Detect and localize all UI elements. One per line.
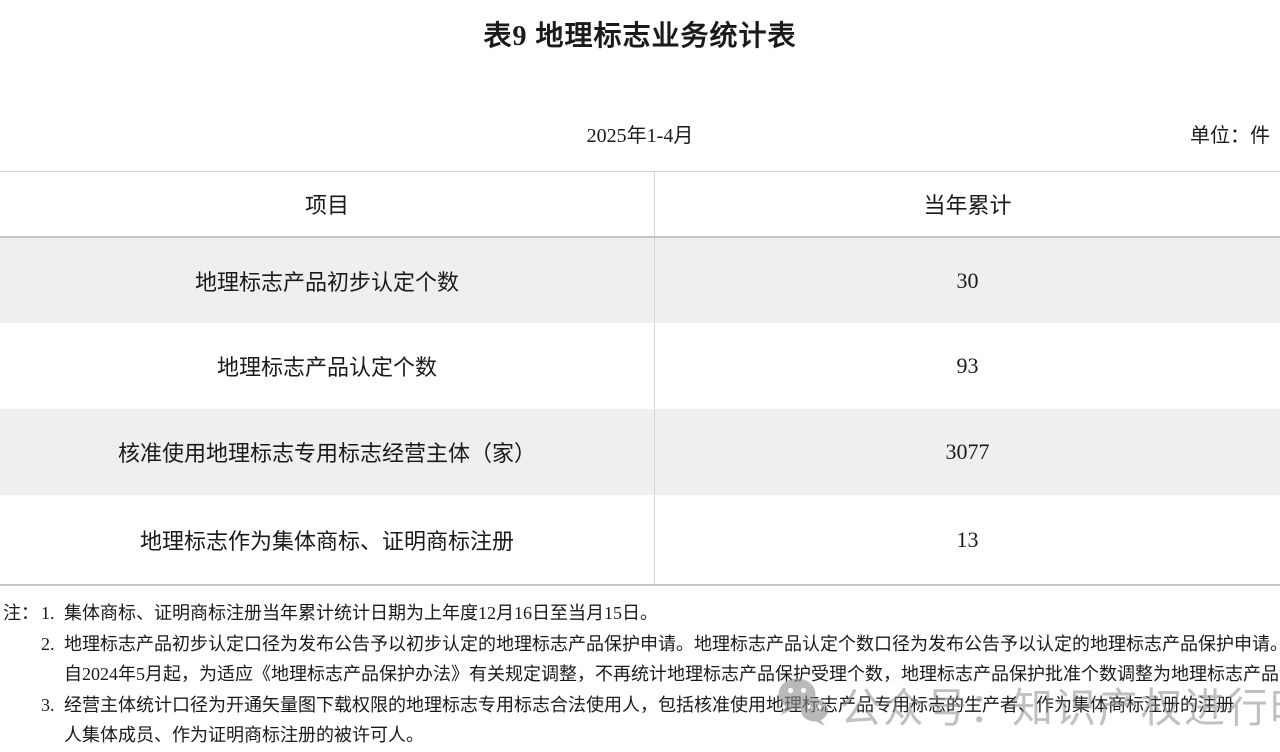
row-label: 核准使用地理标志专用标志经营主体（家） (0, 409, 655, 495)
footnote-prefix: 注： (3, 603, 39, 623)
report-period: 2025年1-4月 (586, 125, 694, 147)
table-row: 核准使用地理标志专用标志经营主体（家） 3077 (0, 409, 1280, 495)
unit-label: 单位：件 (1190, 125, 1270, 147)
row-value: 3077 (945, 439, 990, 464)
footnote-line: 注： 1. 集体商标、证明商标注册当年累计统计日期为上年度12月16日至当月15… (3, 598, 1280, 629)
column-header-cumulative: 当年累计 (923, 193, 1012, 218)
footnote-text: 人集体成员、作为证明商标注册的被许可人。 (64, 725, 424, 745)
statistics-table: 项目 当年累计 地理标志产品初步认定个数 30 地理标志产品认定个数 93 核准… (0, 171, 1280, 586)
row-label: 地理标志作为集体商标、证明商标注册 (0, 495, 655, 584)
footnote-prefix (3, 720, 41, 751)
footnote-text: 集体商标、证明商标注册当年累计统计日期为上年度12月16日至当月15日。 (64, 603, 658, 623)
footnote-number (41, 659, 64, 690)
table-header-row: 项目 当年累计 (0, 172, 1280, 238)
footnote-text: 经营主体统计口径为开通矢量图下载权限的地理标志专用标志合法使用人，包括核准使用地… (64, 694, 1234, 715)
footnote-text: 自2024年5月起，为适应《地理标志产品保护办法》有关规定调整，不再统计地理标志… (64, 664, 1280, 684)
footnote-number (41, 720, 64, 751)
footnote-number: 3. (41, 694, 55, 715)
table-row: 地理标志产品认定个数 93 (0, 323, 1280, 409)
footnote-prefix (3, 690, 41, 721)
footnote-line: 人集体成员、作为证明商标注册的被许可人。 (3, 720, 1280, 751)
footnote-text: 地理标志产品初步认定口径为发布公告予以初步认定的地理标志产品保护申请。地理标志产… (64, 633, 1280, 654)
footnote-number: 2. (41, 633, 55, 654)
footnote-line: 2. 地理标志产品初步认定口径为发布公告予以初步认定的地理标志产品保护申请。地理… (3, 629, 1280, 660)
footnotes: 注： 1. 集体商标、证明商标注册当年累计统计日期为上年度12月16日至当月15… (3, 598, 1280, 751)
row-label: 地理标志产品认定个数 (0, 323, 655, 409)
footnote-line: 3. 经营主体统计口径为开通矢量图下载权限的地理标志专用标志合法使用人，包括核准… (3, 690, 1280, 721)
row-value: 93 (956, 353, 979, 378)
row-label: 地理标志产品初步认定个数 (0, 238, 655, 323)
table-row: 地理标志产品初步认定个数 30 (0, 238, 1280, 323)
footnote-prefix (3, 659, 41, 690)
column-header-item: 项目 (0, 172, 655, 236)
row-value: 30 (956, 267, 979, 293)
footnote-number: 1. (41, 603, 55, 623)
table-row: 地理标志作为集体商标、证明商标注册 13 (0, 495, 1280, 584)
page-title: 表9 地理标志业务统计表 (483, 21, 797, 52)
footnote-line: 自2024年5月起，为适应《地理标志产品保护办法》有关规定调整，不再统计地理标志… (3, 659, 1280, 690)
row-value: 13 (956, 526, 979, 552)
footnote-prefix (3, 629, 41, 660)
